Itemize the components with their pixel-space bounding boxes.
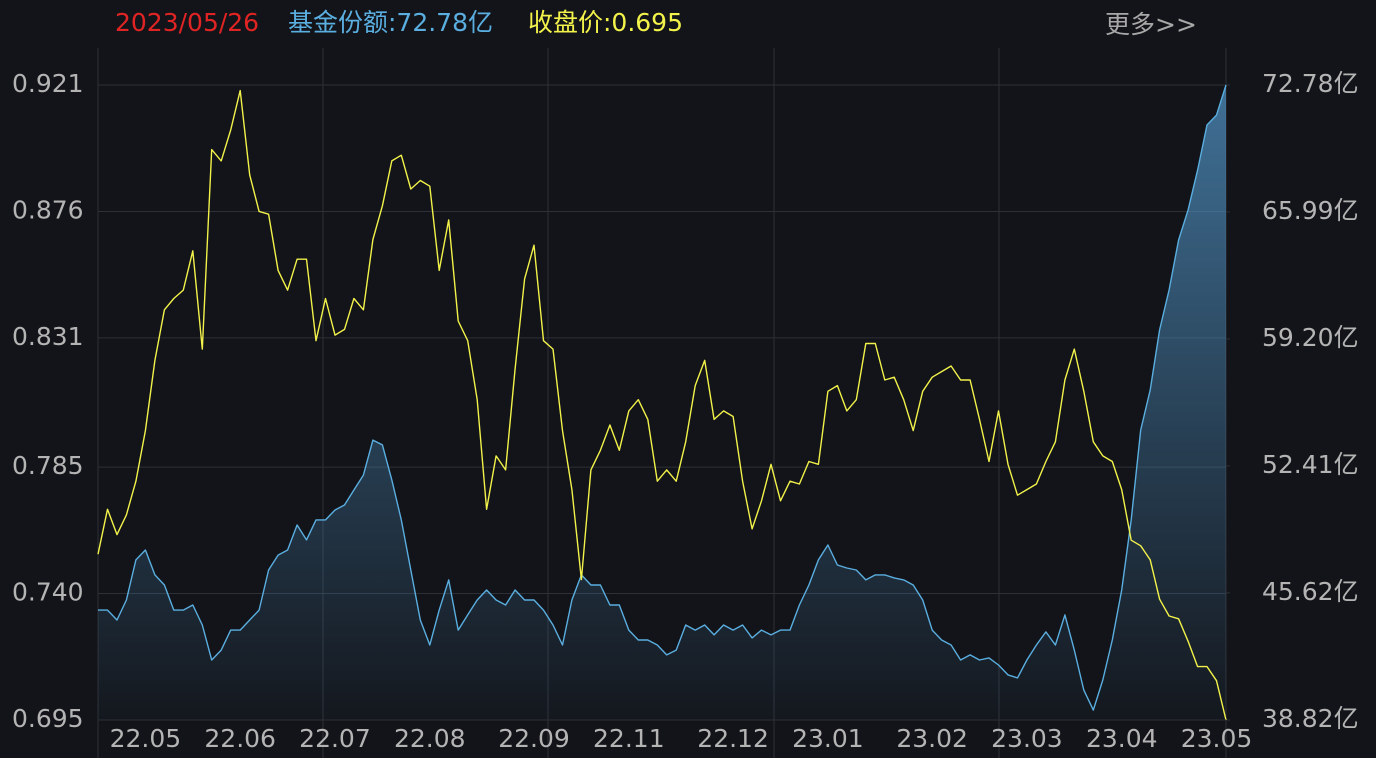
more-link[interactable]: 更多>> [1105,10,1197,39]
header-date: 2023/05/26 [115,8,259,37]
x-tick-label: 22.08 [394,724,466,753]
y-tick-label: 0.831 [12,322,84,351]
y2-tick-label: 72.78亿 [1262,69,1359,98]
x-tick-label: 22.12 [697,724,769,753]
y2-tick-label: 38.82亿 [1262,704,1359,733]
y-tick-label: 0.695 [12,704,84,733]
share-area [98,85,1226,720]
y2-tick-label: 59.20亿 [1262,323,1359,352]
y-tick-label: 0.876 [12,195,84,224]
x-tick-label: 22.11 [593,724,665,753]
x-tick-label: 23.02 [896,724,968,753]
x-tick-label: 23.05 [1181,724,1253,753]
x-tick-label: 23.03 [991,724,1063,753]
header-share: 基金份额:72.78亿 [288,8,493,37]
x-tick-label: 22.06 [204,724,276,753]
x-tick-label: 22.07 [299,724,371,753]
x-tick-label: 22.05 [110,724,182,753]
price-line [97,89,1227,721]
x-tick-label: 23.01 [792,724,864,753]
y-tick-label: 0.921 [12,69,84,98]
x-tick-label: 23.04 [1086,724,1158,753]
x-tick-label: 22.09 [498,724,570,753]
y-tick-label: 0.740 [12,578,84,607]
y2-tick-label: 52.41亿 [1262,450,1359,479]
y2-tick-label: 45.62亿 [1262,577,1359,606]
y2-tick-label: 65.99亿 [1262,196,1359,225]
y-tick-label: 0.785 [12,451,84,480]
header-price: 收盘价:0.695 [528,8,683,37]
share-line [98,84,1227,711]
